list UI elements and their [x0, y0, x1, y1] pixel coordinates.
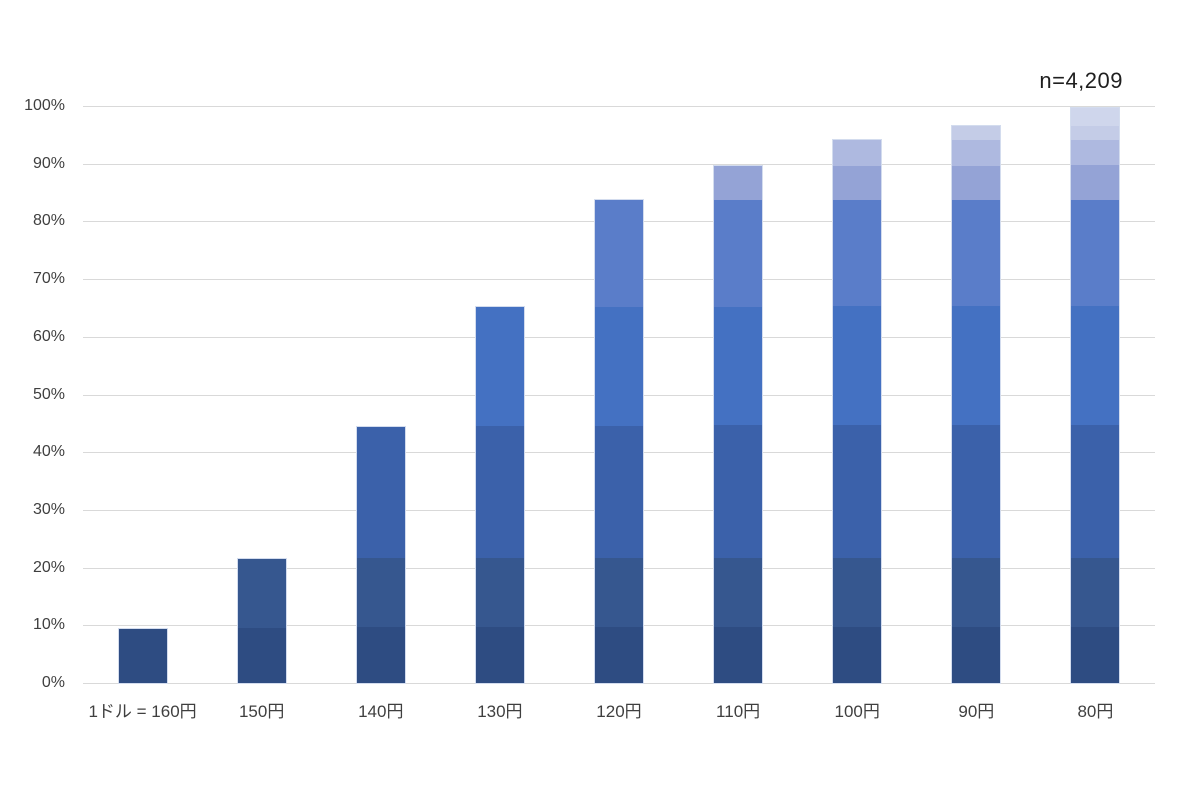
bar-segment [594, 557, 643, 628]
stacked-bar [474, 306, 525, 684]
bar-segment [475, 627, 524, 683]
bar-segment [833, 557, 882, 628]
bar-segment [594, 627, 643, 683]
bar-segment [1071, 125, 1120, 140]
bar-segment [1071, 627, 1120, 683]
x-axis-category-label: 110円 [716, 702, 761, 721]
stacked-bar [1070, 107, 1121, 684]
x-axis-category-label: 90円 [958, 702, 995, 721]
bar-segment [1071, 165, 1120, 200]
bar-segment [475, 557, 524, 628]
x-axis-category-label: 100円 [834, 702, 880, 721]
bar-segment [833, 139, 882, 166]
bar-slot [440, 107, 559, 684]
bar-segment [1071, 425, 1120, 558]
bar-segment [1071, 108, 1120, 126]
bar-segment [952, 165, 1001, 201]
bar-segment [594, 306, 643, 426]
y-axis-tick-label: 100% [24, 97, 65, 114]
y-axis-tick-label: 30% [32, 500, 65, 518]
x-axis-category-label: 80円 [1077, 702, 1114, 721]
bar-segment [356, 627, 405, 683]
bar-segment [952, 557, 1001, 628]
bar-slot [679, 107, 798, 684]
bar-segment [833, 425, 882, 558]
bar-slot [798, 107, 917, 684]
sample-size-annotation: n=4,209 [1039, 68, 1123, 93]
bar-segment [833, 165, 882, 201]
y-axis-tick-label: 40% [32, 443, 65, 461]
bar-segment [714, 557, 763, 628]
y-axis-tick-label: 0% [41, 674, 65, 691]
bar-slot [202, 107, 321, 684]
bars-container [83, 107, 1155, 684]
x-axis-labels: 1ドル = 160円 150円 140円 130円 120円 110円 100円 90円 80円 [83, 700, 1155, 724]
bar-segment [833, 627, 882, 683]
stacked-bar [117, 628, 168, 684]
stacked-bar [832, 138, 883, 684]
stacked-bar [355, 425, 406, 684]
stacked-bar [713, 164, 764, 684]
bar-segment [356, 558, 405, 628]
bar-segment [952, 139, 1001, 166]
bar-segment [714, 200, 763, 307]
y-axis-tick-label: 50% [32, 385, 65, 403]
bar-segment [952, 125, 1001, 140]
bar-segment [118, 629, 167, 683]
bar-segment [714, 425, 763, 558]
x-axis-category-label: 120円 [596, 702, 642, 721]
stacked-bar [593, 199, 644, 684]
y-axis-tick-label: 20% [32, 558, 65, 576]
bar-segment [475, 307, 524, 426]
bar-segment [475, 425, 524, 558]
y-axis-tick-label: 60% [32, 327, 65, 345]
bar-segment [1071, 306, 1120, 426]
bar-segment [714, 627, 763, 683]
bar-segment [952, 306, 1001, 426]
bar-segment [594, 425, 643, 558]
bar-segment [1071, 139, 1120, 166]
bar-segment [714, 165, 763, 201]
y-axis-tick-label: 10% [32, 616, 65, 634]
bar-segment [952, 200, 1001, 307]
x-axis-category-label: 130円 [477, 702, 523, 721]
bar-slot [559, 107, 678, 684]
stacked-bar [951, 124, 1002, 684]
bar-segment [952, 627, 1001, 683]
plot-area [83, 106, 1155, 684]
bar-slot [83, 107, 202, 684]
x-axis-category-label: 150円 [238, 702, 285, 721]
bar-slot [917, 107, 1036, 684]
bar-segment [1071, 557, 1120, 628]
stacked-bar [236, 558, 287, 684]
bar-segment [237, 627, 286, 683]
bar-segment [833, 306, 882, 426]
bar-segment [833, 200, 882, 307]
bar-segment [237, 559, 286, 628]
gridline [83, 106, 1155, 107]
bar-segment [1071, 199, 1120, 307]
bar-slot [1036, 107, 1155, 684]
bar-slot [321, 107, 440, 684]
bar-segment [952, 425, 1001, 558]
bar-segment [594, 200, 643, 307]
bar-segment [356, 426, 405, 559]
y-axis-tick-label: 90% [32, 154, 65, 172]
y-axis-labels: 0% 10% 20% 30% 40% 50% 60% 70% 80% 90% 100% [0, 97, 65, 691]
bar-segment [714, 306, 763, 426]
x-axis-category-label: 1ドル = 160円 [88, 702, 197, 721]
x-axis-category-label: 140円 [358, 702, 404, 721]
y-axis-tick-label: 70% [32, 270, 65, 288]
y-axis-tick-label: 80% [32, 212, 65, 230]
gridline [83, 163, 1155, 165]
